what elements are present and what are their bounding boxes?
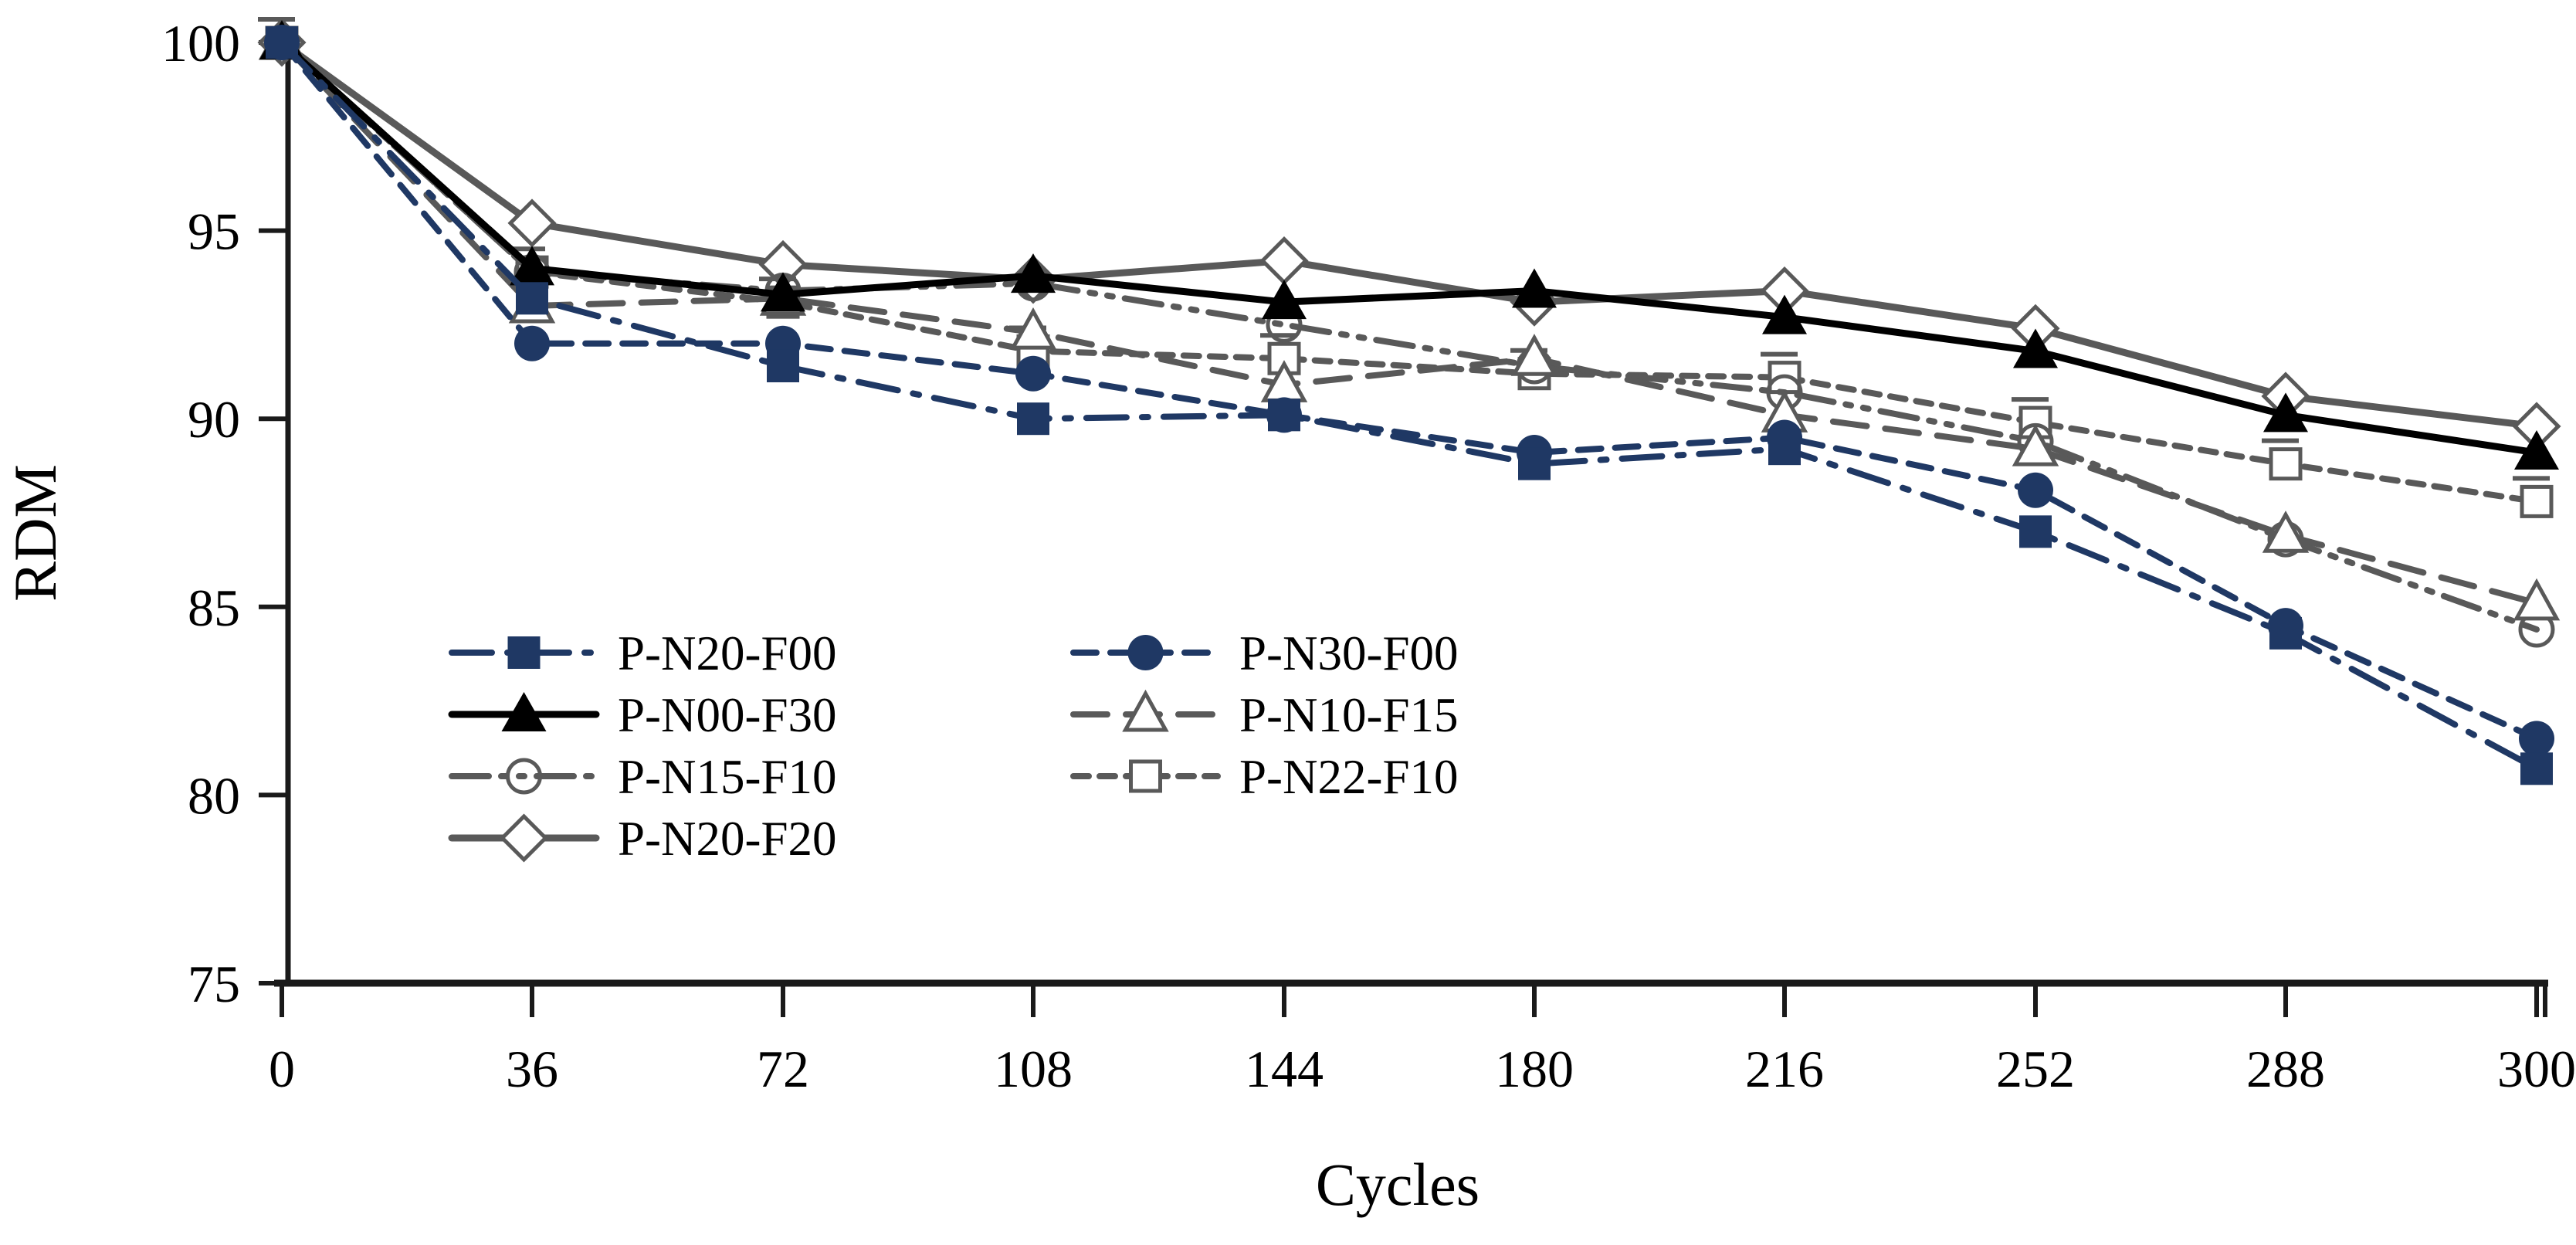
marker-triangle-open <box>2012 424 2059 466</box>
x-tick-label: 300 <box>2497 1040 2576 1098</box>
y-tick-label: 75 <box>188 955 240 1013</box>
marker-square-filled <box>767 349 799 382</box>
x-tick-label: 144 <box>1245 1040 1324 1098</box>
marker-circle-filled <box>1127 635 1164 670</box>
x-tick-label: 180 <box>1495 1040 1574 1098</box>
series-P-N10-F15 <box>258 17 2561 621</box>
marker-square-filled <box>1268 399 1300 432</box>
marker-triangle-open <box>1009 307 1057 350</box>
marker-diamond-open <box>507 198 557 248</box>
series-line <box>278 39 2540 456</box>
x-tick-label: 72 <box>757 1040 809 1098</box>
legend-item-P-N30-F00: P-N30-F00 <box>1070 626 1459 680</box>
legend-label: P-N20-F00 <box>618 626 837 680</box>
marker-triangle-filled <box>1512 268 1557 308</box>
marker-square-open <box>2520 484 2554 518</box>
x-tick-label: 0 <box>269 1040 295 1098</box>
legend-label: P-N15-F10 <box>618 750 837 804</box>
legend-item-P-N20-F00: P-N20-F00 <box>449 626 837 680</box>
legend-label: P-N20-F20 <box>618 812 837 866</box>
marker-triangle-filled <box>1262 280 1307 320</box>
marker-triangle-open <box>1510 334 1558 376</box>
legend-item-P-N22-F10: P-N22-F10 <box>1070 750 1459 804</box>
marker-square-filled <box>1768 433 1801 466</box>
series-P-N20-F20 <box>257 18 2561 451</box>
marker-diamond-open <box>1259 236 1309 286</box>
marker-triangle-filled <box>510 246 554 286</box>
marker-square-open <box>1129 759 1162 793</box>
plot-area: 75 80 85 90 95 100 0 36 72 108 144 180 216 252 288 300 <box>161 14 2576 1098</box>
x-axis-title: Cycles <box>1316 1151 1480 1218</box>
marker-triangle-filled <box>2263 392 2308 433</box>
marker-square-filled <box>2019 515 2052 548</box>
marker-circle-filled <box>2519 721 2554 757</box>
legend-label: P-N22-F10 <box>1239 750 1459 804</box>
marker-square-filled <box>2269 616 2302 650</box>
x-tick-label: 36 <box>506 1040 558 1098</box>
legend-label: P-N30-F00 <box>1239 626 1459 680</box>
x-tick-label: 288 <box>2246 1040 2325 1098</box>
series-line <box>278 39 2540 430</box>
legend-item-P-N20-F20: P-N20-F20 <box>448 812 837 866</box>
y-axis-title: RDM <box>2 464 69 602</box>
series-line <box>279 39 2540 772</box>
x-tick-label: 216 <box>1745 1040 1824 1098</box>
series-P-N20-F00 <box>266 26 2553 785</box>
chart-legend: P-N20-F00 P-N30-F00 P-N00-F30 P-N10-F15 P-N1… <box>448 626 1459 866</box>
y-tick-label: 85 <box>188 578 240 637</box>
marker-triangle-filled <box>1762 294 1807 334</box>
marker-triangle-filled <box>2013 328 2058 368</box>
series-line <box>279 39 2540 742</box>
marker-square-filled <box>516 282 548 315</box>
marker-triangle-filled <box>2514 430 2559 470</box>
series-P-N15-F10 <box>263 24 2555 648</box>
marker-diamond-open <box>499 813 549 863</box>
marker-circle-filled <box>514 325 550 361</box>
legend-item-P-N00-F30: P-N00-F30 <box>448 688 837 742</box>
marker-square-filled <box>1518 447 1551 480</box>
x-tick-label: 108 <box>994 1040 1073 1098</box>
marker-square-filled <box>266 26 298 59</box>
marker-square-open <box>2269 447 2303 481</box>
marker-circle-filled <box>2018 472 2053 508</box>
series-line <box>279 39 2540 633</box>
marker-triangle-open <box>2513 578 2561 621</box>
marker-circle-open <box>506 758 542 795</box>
y-tick-label: 95 <box>188 202 240 261</box>
series-line <box>279 39 2540 606</box>
marker-square-filled <box>2520 752 2553 785</box>
marker-square-filled <box>507 636 541 669</box>
marker-square-filled <box>1017 402 1049 436</box>
y-tick-label: 90 <box>188 390 240 449</box>
legend-label: P-N10-F15 <box>1239 688 1459 742</box>
marker-triangle-open <box>2262 511 2310 553</box>
marker-circle-filled <box>1015 355 1051 392</box>
marker-triangle-filled <box>501 692 547 731</box>
marker-triangle-filled <box>1011 253 1056 293</box>
series-P-N00-F30 <box>259 20 2559 470</box>
x-tick-label: 252 <box>1996 1040 2075 1098</box>
series-line <box>279 39 2540 505</box>
marker-triangle-filled <box>761 272 805 312</box>
marker-triangle-open <box>1122 689 1169 732</box>
y-tick-label: 100 <box>161 14 240 73</box>
legend-label: P-N00-F30 <box>618 688 837 742</box>
legend-item-P-N10-F15: P-N10-F15 <box>1070 688 1459 742</box>
legend-item-P-N15-F10: P-N15-F10 <box>449 750 837 804</box>
y-tick-label: 80 <box>188 766 240 825</box>
